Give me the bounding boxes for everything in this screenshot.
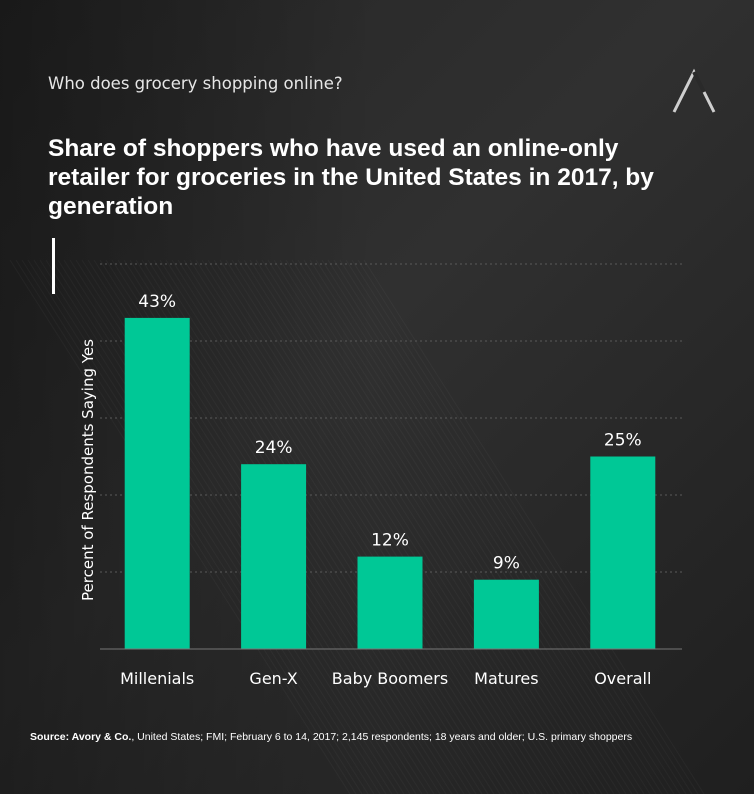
value-label: 24% (255, 438, 293, 458)
source-label: Source: Avory & Co. (30, 731, 132, 743)
value-labels: 43% 24% 12% 9% 25% (138, 292, 641, 574)
bar-matures (473, 579, 539, 649)
bar-gen-x (241, 464, 307, 649)
bar-overall (590, 456, 656, 649)
bars (124, 317, 656, 649)
category-label: Overall (594, 669, 651, 688)
category-labels: Millenials Gen-X Baby Boomers Matures Overal… (120, 669, 651, 688)
category-label: Gen-X (249, 669, 297, 688)
category-label: Baby Boomers (332, 669, 448, 688)
y-axis-label: Percent of Respondents Saying Yes (79, 339, 97, 601)
value-label: 12% (371, 531, 409, 551)
category-label: Matures (474, 669, 538, 688)
accent-bar (52, 238, 55, 294)
bar-millenials (124, 317, 190, 649)
chart-title: Share of shoppers who have used an onlin… (48, 135, 654, 220)
source-text: , United States; FMI; February 6 to 14, … (131, 731, 633, 743)
chart-kicker: Who does grocery shopping online? (48, 74, 343, 93)
bar-baby-boomers (357, 556, 423, 649)
value-label: 43% (138, 292, 176, 312)
category-label: Millenials (120, 669, 194, 688)
source-note: Source: Avory & Co., United States; FMI;… (30, 731, 632, 743)
value-label: 9% (493, 554, 520, 574)
brand-logo-icon (672, 68, 716, 113)
value-label: 25% (604, 431, 642, 451)
